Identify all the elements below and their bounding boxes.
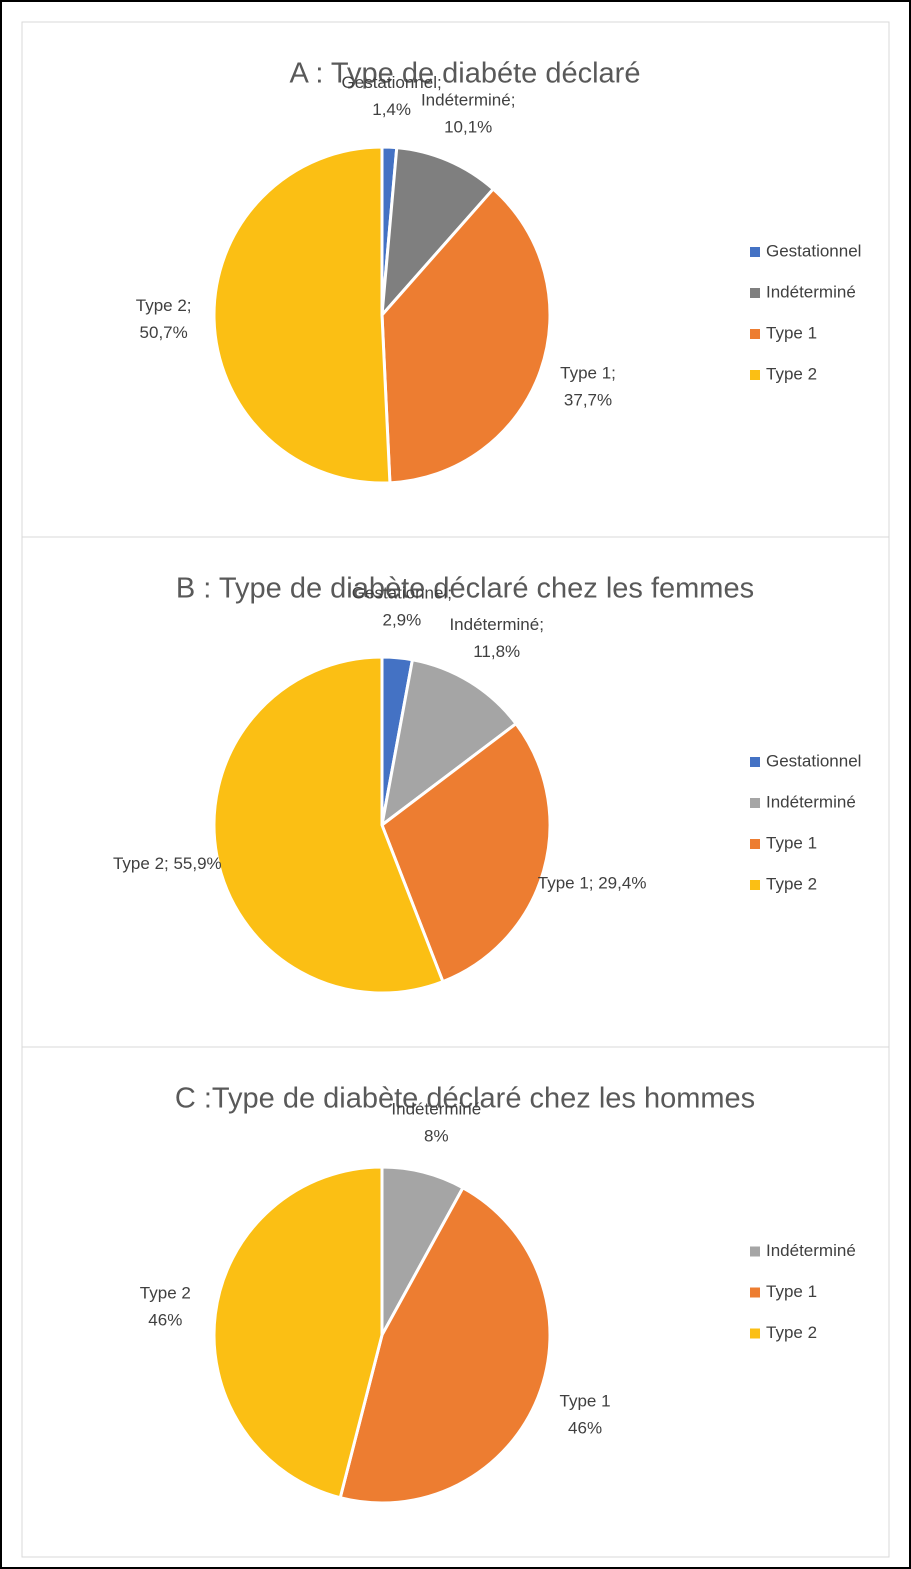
- data-label-line: Type 2: [140, 1284, 191, 1303]
- data-label: Indéterminé; 11,8%: [449, 616, 544, 662]
- data-label-line: Gestationnel;: [342, 73, 442, 92]
- data-label: Indéterminé 8%: [391, 1100, 481, 1146]
- pie-slice: [212, 145, 392, 485]
- legend-swatch: [750, 1328, 760, 1339]
- panel: [21, 1046, 890, 1558]
- pie-slice: [379, 658, 519, 829]
- legend-label: Gestationnel: [766, 241, 861, 260]
- legend-swatch: [750, 370, 760, 380]
- legend-label: Type 2: [766, 874, 817, 893]
- data-label: Type 2 46%: [140, 1284, 191, 1330]
- data-label-line: 46%: [568, 1419, 602, 1438]
- legend-label: Type 2: [766, 1323, 817, 1342]
- legend-swatch: [750, 329, 760, 339]
- data-label-line: Type 1; 29,4%: [538, 874, 647, 893]
- data-label: Type 1 46%: [560, 1392, 611, 1438]
- data-label-line: Type 2; 55,9%: [113, 855, 222, 874]
- data-label-line: 8%: [424, 1127, 449, 1146]
- data-label-line: 11,8%: [473, 643, 520, 662]
- data-label-line: Type 1: [560, 1392, 611, 1411]
- legend-label: Indéterminé: [766, 792, 856, 811]
- legend-label: Type 1: [766, 833, 817, 852]
- pie-slice: [212, 1165, 384, 1500]
- data-label: Gestationnel; 2,9%: [352, 584, 452, 630]
- data-label: Gestationnel; 1,4%: [342, 73, 442, 119]
- legend-label: Type 1: [766, 323, 817, 342]
- legend-label: Indéterminé: [766, 1241, 856, 1260]
- chart-title: C :Type de diabète déclaré chez les homm…: [175, 1083, 755, 1115]
- legend-swatch: [750, 247, 760, 257]
- data-label-line: Type 2;: [136, 297, 192, 316]
- pie-slice: [212, 655, 445, 995]
- data-label: Type 1; 37,7%: [560, 364, 616, 410]
- data-label-line: Indéterminé;: [421, 91, 516, 110]
- data-label-line: 46%: [148, 1311, 182, 1330]
- data-label-line: 10,1%: [444, 118, 492, 137]
- data-label-line: 37,7%: [564, 391, 612, 410]
- legend-swatch: [750, 1246, 760, 1257]
- data-label-line: Gestationnel;: [352, 584, 452, 603]
- pie-slice: [338, 1185, 552, 1505]
- pie-slice: [380, 146, 496, 320]
- data-label-line: 2,9%: [382, 611, 421, 630]
- legend-label: Type 2: [766, 364, 817, 383]
- data-label: Indéterminé; 10,1%: [421, 91, 516, 137]
- data-label-line: Type 1;: [560, 364, 616, 383]
- legend-swatch: [750, 288, 760, 298]
- chart-title: B : Type de diabète déclaré chez les fem…: [176, 573, 754, 605]
- data-label-line: Indéterminé;: [449, 616, 544, 635]
- legend-swatch: [750, 757, 760, 767]
- data-label-line: Indéterminé: [391, 1100, 481, 1119]
- legend-label: Gestationnel: [766, 751, 861, 770]
- data-label: Type 2; 55,9%: [113, 855, 222, 874]
- legend-swatch: [750, 1287, 760, 1298]
- data-label: Type 1; 29,4%: [538, 874, 647, 893]
- pie-slice: [380, 186, 552, 485]
- legend-swatch: [750, 839, 760, 849]
- data-label-line: 50,7%: [140, 324, 188, 343]
- legend-label: Indéterminé: [766, 282, 856, 301]
- data-label-line: 1,4%: [372, 100, 411, 119]
- legend-swatch: [750, 798, 760, 808]
- legend-label: Type 1: [766, 1282, 817, 1301]
- chart-title: A : Type de diabéte déclaré: [290, 58, 641, 90]
- data-label: Type 2; 50,7%: [136, 297, 192, 343]
- legend-swatch: [750, 880, 760, 890]
- pie-slice: [380, 721, 552, 984]
